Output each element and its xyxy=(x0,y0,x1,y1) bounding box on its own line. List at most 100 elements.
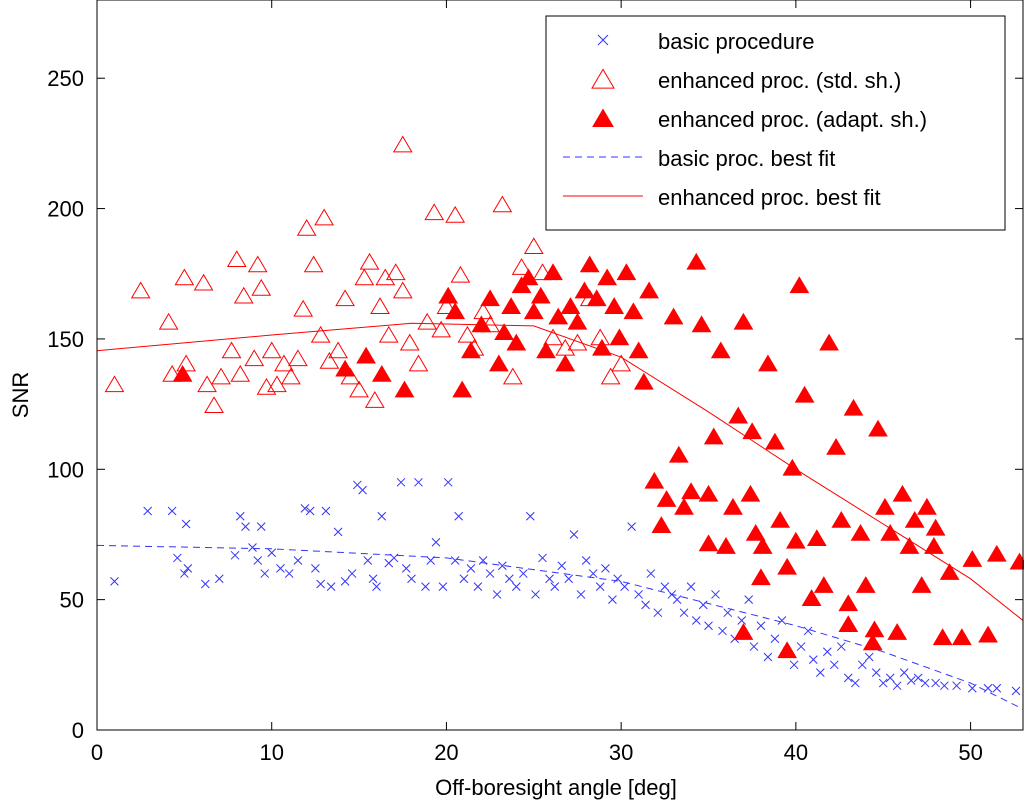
basic-point xyxy=(550,582,560,591)
std-shape-point xyxy=(600,367,621,385)
basic-point xyxy=(634,590,643,599)
basic-point xyxy=(737,616,747,625)
adapt-shape-point xyxy=(794,385,815,403)
adapt-shape-point xyxy=(356,346,376,364)
adapt-shape-point xyxy=(887,623,908,640)
basic-point xyxy=(822,647,832,657)
x-axis-label: Off-boresight angle [deg] xyxy=(435,775,677,800)
adapt-shape-point xyxy=(597,268,618,286)
adapt-shape-point xyxy=(567,312,588,330)
basic-point xyxy=(660,582,670,591)
basic-point xyxy=(214,574,224,584)
legend-label: basic proc. best fit xyxy=(658,146,835,171)
basic-point xyxy=(347,569,357,578)
basic-point xyxy=(143,506,153,516)
basic-point xyxy=(940,681,949,691)
basic-point xyxy=(983,683,993,693)
adapt-shape-point xyxy=(838,594,859,612)
std-shape-point xyxy=(370,297,390,314)
std-shape-point xyxy=(328,341,348,359)
basic-point xyxy=(321,506,331,516)
std-shape-point xyxy=(274,354,294,372)
adapt-shape-point xyxy=(494,323,514,341)
basic-point xyxy=(857,660,867,670)
basic-point xyxy=(311,564,320,573)
basic-point xyxy=(300,504,310,513)
basic-point xyxy=(913,673,923,683)
legend-label: enhanced proc. best fit xyxy=(658,185,881,210)
x-tick-label: 10 xyxy=(259,740,283,765)
adapt-shape-point xyxy=(644,471,665,489)
adapt-shape-point xyxy=(813,576,834,593)
adapt-shape-point xyxy=(716,537,736,554)
std-shape-point xyxy=(226,250,247,268)
basic-point xyxy=(796,642,806,651)
basic-point xyxy=(815,668,825,677)
adapt-shape-point xyxy=(917,497,937,515)
basic-point xyxy=(316,579,325,589)
adapt-shape-point xyxy=(855,576,876,593)
std-shape-point xyxy=(261,341,282,359)
adapt-shape-point xyxy=(723,497,743,515)
basic-point xyxy=(401,564,411,573)
std-shape-point xyxy=(230,364,251,382)
adapt-shape-point xyxy=(548,307,569,325)
std-shape-point xyxy=(296,218,317,236)
basic-point xyxy=(525,511,535,521)
std-shape-point xyxy=(211,367,231,385)
basic-point xyxy=(421,582,430,591)
std-shape-point xyxy=(492,195,513,213)
basic-point xyxy=(333,527,343,537)
adapt-shape-point xyxy=(758,354,778,372)
basic-point xyxy=(253,556,263,565)
basic-point xyxy=(672,595,682,604)
std-shape-point xyxy=(233,286,254,304)
x-tick-label: 50 xyxy=(958,740,982,765)
legend-symbol-std xyxy=(591,68,615,89)
std-shape-point xyxy=(314,208,335,226)
basic-point xyxy=(363,556,373,565)
adapt-shape-point xyxy=(438,286,459,304)
adapt-shape-point xyxy=(868,419,888,437)
adapt-shape-point xyxy=(616,263,637,281)
legend: basic procedure enhanced proc. (std. sh.)… xyxy=(545,15,1006,231)
adapt-shape-point xyxy=(789,276,810,294)
basic-point xyxy=(967,683,977,693)
adapt-shape-point xyxy=(172,364,193,382)
basic-point xyxy=(569,530,579,539)
adapt-shape-point xyxy=(461,341,481,359)
basic-point xyxy=(260,569,270,578)
basic-point xyxy=(763,652,773,662)
basic-point xyxy=(443,477,453,487)
basic-point xyxy=(183,564,193,573)
std-shape-point xyxy=(523,237,544,254)
legend-symbol-basic xyxy=(597,34,609,46)
adapt-shape-point xyxy=(801,589,822,606)
adapt-shape-point xyxy=(674,497,694,515)
adapt-shape-point xyxy=(751,568,771,586)
basic-point xyxy=(653,608,663,618)
adapt-shape-point xyxy=(536,341,556,359)
std-shape-point xyxy=(378,325,399,343)
basic-point xyxy=(803,626,813,636)
adapt-shape-point xyxy=(862,633,883,651)
std-shape-point xyxy=(364,391,385,408)
basic-point xyxy=(511,582,521,591)
std-shape-point xyxy=(611,354,632,372)
legend-label: enhanced proc. (adapt. sh.) xyxy=(658,107,927,132)
adapt-shape-point xyxy=(501,297,521,314)
std-shape-point xyxy=(158,312,179,330)
x-tick-label: 0 xyxy=(91,740,103,765)
adapt-shape-point xyxy=(951,628,972,646)
basic-point xyxy=(110,577,119,586)
adapt-shape-point xyxy=(777,641,798,659)
data-points xyxy=(104,135,1024,696)
adapt-shape-point xyxy=(639,281,659,299)
std-shape-point xyxy=(221,341,242,359)
y-tick-label: 100 xyxy=(47,457,84,482)
std-shape-point xyxy=(457,325,478,343)
basic-point xyxy=(368,574,378,584)
basic-point xyxy=(414,477,423,487)
basic-point xyxy=(686,582,696,591)
basic-point xyxy=(485,569,495,578)
